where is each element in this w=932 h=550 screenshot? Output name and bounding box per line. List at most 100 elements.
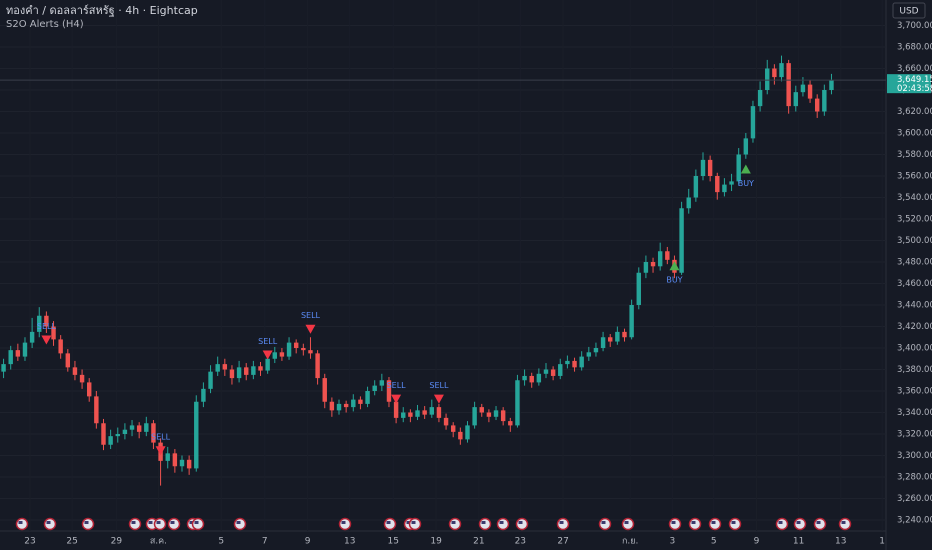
x-tick-label: 7 — [262, 537, 268, 547]
candle-body — [65, 353, 71, 368]
currency-box[interactable] — [892, 2, 926, 19]
event-icon-flag — [406, 521, 411, 524]
candle-body — [272, 352, 277, 359]
y-tick-label: 3,500.00 — [897, 236, 932, 246]
event-icon-flag — [731, 521, 736, 524]
candle-body — [322, 378, 327, 402]
event-icon-flag — [236, 521, 241, 524]
candle-body — [215, 364, 220, 372]
candle-body — [101, 423, 106, 445]
candle-body — [408, 412, 413, 417]
candle-body — [736, 154, 741, 182]
indicator-name: S2O Alerts (H4) — [6, 19, 84, 30]
candle-body — [229, 369, 235, 379]
currency[interactable]: USD — [899, 7, 918, 17]
y-tick-label: 3,680.00 — [897, 43, 932, 53]
plot: SELL SELL SELL SELL SELL SELL BUY BUY — [0, 55, 886, 486]
event-icon-flag — [711, 521, 716, 524]
candle-body — [707, 159, 713, 176]
event-icon-flag — [601, 521, 606, 524]
candle-body — [258, 366, 263, 371]
y-tick-label: 3,540.00 — [897, 193, 932, 203]
candle-body — [265, 358, 270, 371]
countdown-label: 02:43:58 — [897, 84, 932, 94]
candle-body — [757, 90, 763, 107]
candle-body — [108, 436, 113, 445]
candle-body — [536, 373, 542, 383]
candle-body — [572, 360, 577, 368]
candle-body — [765, 68, 770, 90]
candle-body — [151, 423, 156, 443]
event-icon-flag — [691, 521, 696, 524]
candle-body — [8, 350, 13, 365]
x-tick-label: 5 — [711, 537, 717, 547]
event-icon-flag — [559, 521, 564, 524]
candle-body — [386, 380, 392, 402]
candle-body — [358, 399, 363, 404]
candle-body — [565, 360, 570, 365]
candle-body — [629, 305, 634, 338]
candle-body — [822, 90, 827, 112]
candle-body — [593, 348, 599, 353]
candle-body — [479, 407, 484, 413]
signal-label: SELL — [387, 381, 407, 390]
candle-body — [508, 421, 513, 426]
event-icon-flag — [386, 521, 391, 524]
y-tick-label: 3,580.00 — [897, 150, 932, 160]
candle-body — [750, 106, 756, 139]
candle-body — [600, 337, 606, 348]
candle-body — [643, 262, 649, 273]
candle-body — [286, 342, 292, 357]
candle-body — [179, 459, 185, 467]
candle-body — [415, 410, 420, 417]
signal-marker — [391, 394, 402, 404]
candle-body — [1, 364, 6, 372]
x-tick-label: 23 — [515, 537, 526, 547]
y-tick-label: 3,700.00 — [897, 21, 932, 31]
candle-body — [279, 352, 285, 357]
candle-body — [208, 371, 213, 389]
event-icon-flag — [170, 521, 175, 524]
signal-label: BUY — [666, 276, 682, 285]
candle-body — [186, 459, 192, 469]
candle-body — [450, 425, 456, 432]
x-tick-label: 13 — [835, 537, 846, 547]
candle-body — [115, 434, 120, 437]
candle-body — [379, 380, 385, 386]
candle-body — [401, 412, 406, 418]
x-tick-label: 13 — [344, 537, 355, 547]
candle-body — [558, 364, 563, 376]
x-tick-label: 3 — [669, 537, 675, 547]
x-tick-label: 1 — [879, 537, 885, 547]
y-tick-label: 3,520.00 — [897, 215, 932, 225]
candle-body — [729, 181, 734, 185]
candle-body — [529, 375, 534, 383]
candle-body — [236, 367, 242, 379]
candle-body — [58, 339, 63, 354]
candle-body — [486, 412, 492, 417]
candle-body — [472, 407, 477, 426]
candle-body — [722, 184, 727, 193]
signal-marker — [305, 324, 316, 334]
candle-body — [251, 366, 256, 375]
event-icon-flag — [341, 521, 346, 524]
event-icon-flag — [84, 521, 89, 524]
candle-body — [308, 350, 313, 354]
candle-body — [343, 403, 349, 408]
candle-body — [144, 423, 149, 432]
y-tick-label: 3,380.00 — [897, 365, 932, 375]
event-icon-flag — [481, 521, 486, 524]
candle-body — [458, 431, 463, 440]
y-tick-label: 3,300.00 — [897, 451, 932, 461]
candle-body — [429, 407, 435, 415]
candle-body — [172, 453, 178, 467]
event-icon-flag — [671, 521, 676, 524]
event-icon-flag — [411, 521, 416, 524]
candle-body — [393, 401, 399, 418]
event-icon-flag — [499, 521, 504, 524]
event-icon-flag — [841, 521, 846, 524]
signal-marker — [155, 446, 166, 456]
x-tick-label: 27 — [557, 537, 568, 547]
signal-label: BUY — [738, 179, 754, 188]
